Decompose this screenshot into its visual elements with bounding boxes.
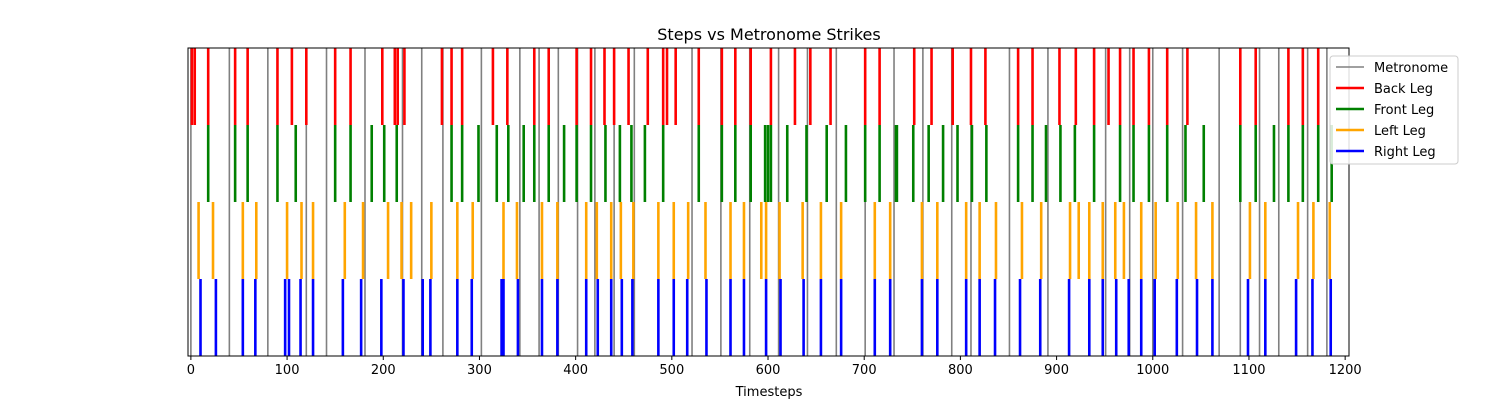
legend-label-front-leg: Front Leg — [1374, 103, 1434, 118]
x-tick-label: 1000 — [1136, 363, 1169, 378]
x-tick-label: 800 — [948, 363, 973, 378]
series-left-leg — [197, 202, 1332, 279]
series-front-leg — [206, 125, 1333, 202]
x-axis: 0 100 200 300 400 500 600 700 800 900 1000 1100 1200 — [187, 356, 1362, 378]
legend-label-metronome: Metronome — [1374, 61, 1448, 76]
x-tick-label: 300 — [467, 363, 492, 378]
legend-label-right-leg: Right Leg — [1374, 145, 1436, 160]
x-tick-label: 1100 — [1232, 363, 1265, 378]
legend-box — [1329, 55, 1459, 165]
x-tick-label: 100 — [275, 363, 300, 378]
x-tick-label: 500 — [659, 363, 684, 378]
series-right-leg — [199, 279, 1333, 356]
x-tick-label: 200 — [371, 363, 396, 378]
chart-title: Steps vs Metronome Strikes — [657, 25, 880, 44]
plot-marks — [190, 48, 1333, 356]
legend-label-left-leg: Left Leg — [1374, 124, 1426, 139]
legend-label-back-leg: Back Leg — [1374, 82, 1433, 97]
x-axis-label: Timesteps — [735, 385, 803, 400]
x-tick-label: 1200 — [1329, 363, 1362, 378]
x-tick-label: 900 — [1044, 363, 1069, 378]
legend: Metronome Back Leg Front Leg Left Leg Right … — [1329, 55, 1459, 165]
x-tick-label: 600 — [756, 363, 781, 378]
x-tick-label: 400 — [563, 363, 588, 378]
x-tick-label: 700 — [852, 363, 877, 378]
x-tick-label: 0 — [187, 363, 195, 378]
series-back-leg — [190, 48, 1320, 125]
